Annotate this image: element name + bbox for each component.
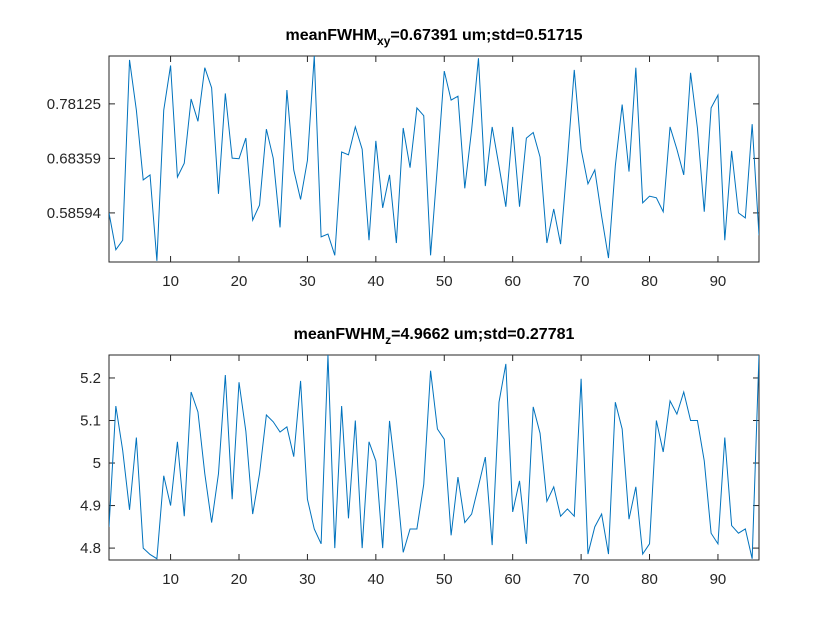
x-tick-label: 10: [162, 273, 179, 290]
x-tick-label: 90: [710, 571, 727, 588]
x-tick-label: 30: [299, 571, 316, 588]
axes-box: [108, 354, 760, 561]
y-tick-label: 0.68359: [47, 150, 101, 167]
title-rest: =0.67391 um;std=0.51715: [390, 27, 582, 44]
y-tick-label: 4.8: [80, 540, 101, 557]
chart-title: meanFWHMxy=0.67391 um;std=0.51715: [285, 27, 582, 48]
y-tick-label: 4.9: [80, 498, 101, 515]
x-tick-label: 50: [436, 571, 453, 588]
y-tick-label: 0.78125: [47, 96, 101, 113]
title-sub: xy: [377, 34, 391, 48]
x-tick-label: 30: [299, 273, 316, 290]
y-tick-label: 5.2: [80, 370, 101, 387]
x-tick-label: 20: [231, 273, 248, 290]
axes-box: [108, 55, 760, 263]
title-sub: z: [385, 333, 391, 347]
x-tick-label: 90: [710, 273, 727, 290]
x-tick-label: 60: [504, 571, 521, 588]
x-tick-label: 70: [573, 273, 590, 290]
chart-title: meanFWHMz=4.9662 um;std=0.27781: [294, 326, 575, 347]
x-tick-label: 80: [641, 571, 658, 588]
y-tick-label: 5.1: [80, 412, 101, 429]
title-rest: =4.9662 um;std=0.27781: [391, 326, 574, 343]
y-tick-label: 0.58594: [47, 205, 101, 222]
data-line: [109, 56, 759, 261]
data-line: [109, 355, 759, 560]
title-main: meanFWHM: [294, 326, 386, 343]
title-main: meanFWHM: [285, 27, 377, 44]
x-tick-label: 40: [367, 273, 384, 290]
x-tick-label: 60: [504, 273, 521, 290]
x-tick-label: 40: [367, 571, 384, 588]
x-tick-label: 10: [162, 571, 179, 588]
x-tick-label: 50: [436, 273, 453, 290]
x-tick-label: 80: [641, 273, 658, 290]
y-tick-label: 5: [93, 455, 101, 472]
x-tick-label: 70: [573, 571, 590, 588]
x-tick-label: 20: [231, 571, 248, 588]
